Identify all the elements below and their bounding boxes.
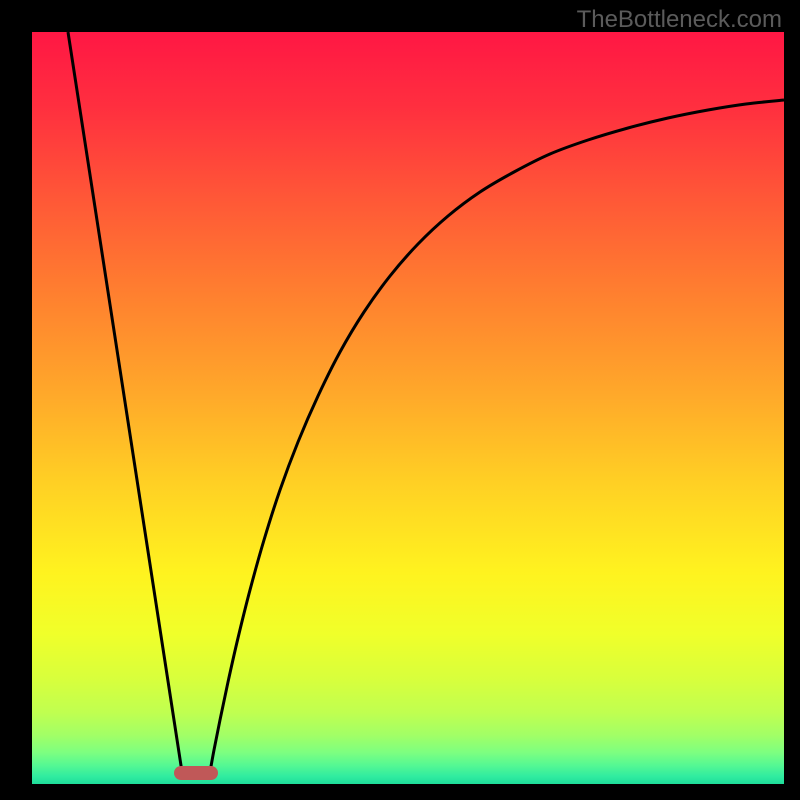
minimum-marker [174, 766, 218, 780]
plot-area [32, 32, 784, 784]
right-curve [210, 100, 784, 772]
watermark-text: TheBottleneck.com [577, 6, 782, 34]
curve-overlay [32, 32, 784, 784]
left-line [68, 32, 182, 772]
chart-container: TheBottleneck.com [0, 0, 800, 800]
